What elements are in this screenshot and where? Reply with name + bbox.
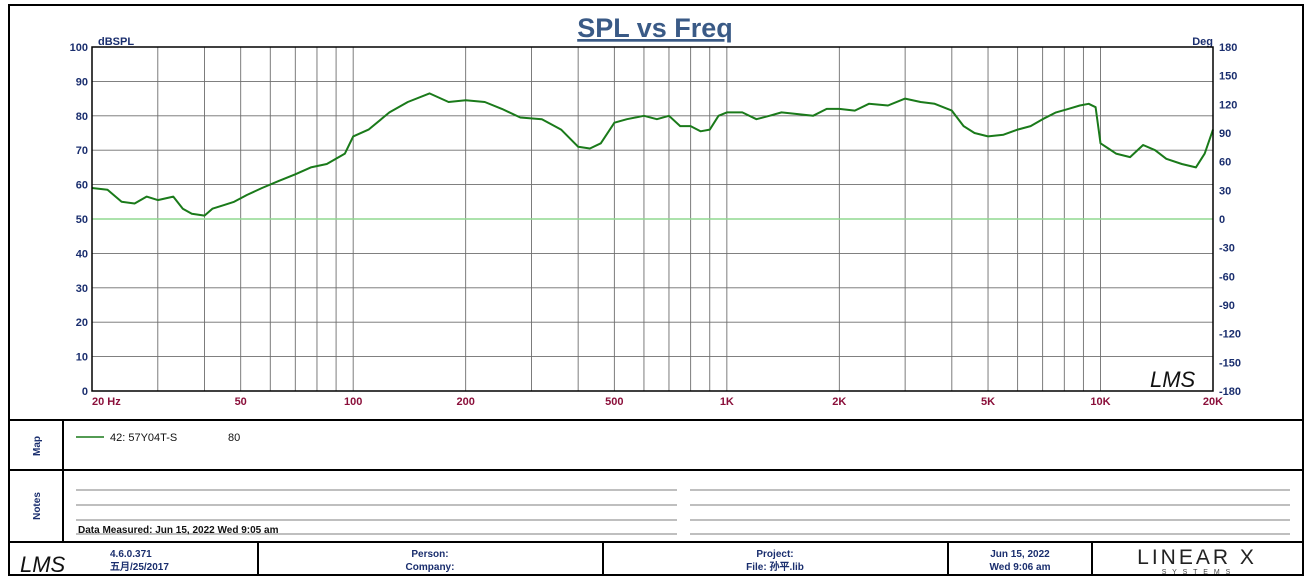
y-tick-label: 90	[76, 76, 88, 88]
footer-brand: LINEAR X	[1137, 546, 1257, 569]
y2-tick-label: -120	[1219, 329, 1241, 341]
footer-version: 4.6.0.371	[110, 549, 152, 560]
map-legend-name: 42: 57Y04T-S	[110, 432, 177, 444]
y-tick-label: 0	[82, 386, 88, 398]
footer-time: Wed 9:06 am	[990, 562, 1051, 573]
x-tick-label: 5K	[981, 396, 995, 408]
chart-title: SPL vs Freq	[577, 13, 733, 43]
y-tick-label: 80	[76, 111, 88, 123]
y2-tick-label: 90	[1219, 128, 1231, 140]
data-measured-text: Data Measured: Jun 15, 2022 Wed 9:05 am	[78, 525, 279, 536]
y2-tick-label: 0	[1219, 214, 1225, 226]
y2-tick-label: 150	[1219, 71, 1237, 83]
footer-version-date: 五月/25/2017	[110, 561, 169, 573]
y-tick-label: 40	[76, 248, 88, 260]
y-tick-label: 10	[76, 352, 88, 364]
x-tick-label: 500	[605, 396, 623, 408]
y-tick-label: 70	[76, 145, 88, 157]
notes-lines	[76, 489, 1290, 535]
footer-person: Person:	[411, 549, 448, 560]
y2-tick-label: -180	[1219, 386, 1241, 398]
footer	[257, 542, 1093, 575]
y2-tick-label: -30	[1219, 243, 1235, 255]
y2-tick-label: -150	[1219, 357, 1241, 369]
y-tick-label: 30	[76, 283, 88, 295]
x-tick-label: 20K	[1203, 396, 1223, 408]
footer-project: Project:	[756, 549, 793, 560]
x-tick-label: 200	[456, 396, 474, 408]
map-legend-value: 80	[228, 432, 240, 444]
x-tick-label: 20 Hz	[92, 396, 121, 408]
y2-tick-label: 30	[1219, 185, 1231, 197]
y2-tick-label: 180	[1219, 42, 1237, 54]
y2-tick-label: 120	[1219, 99, 1237, 111]
footer-date: Jun 15, 2022	[990, 549, 1050, 560]
series-group	[91, 92, 1214, 217]
outer-border	[8, 4, 1304, 576]
y2-tick-labels: -180 -150 -120 -90 -60 -30 0 30 60 90 120 150 180	[1219, 42, 1241, 398]
footer-brand-sub: S Y S T E M S	[1162, 569, 1233, 576]
y-tick-label: 60	[76, 180, 88, 192]
footer-file: File: 孙平.lib	[746, 560, 804, 573]
y-tick-label: 50	[76, 214, 88, 226]
footer-logo: LMS	[20, 552, 66, 576]
x-tick-label: 50	[235, 396, 247, 408]
left-axis-unit: dBSPL	[98, 36, 134, 48]
x-tick-labels: 20 Hz 50 100 200 500 1K 2K 5K 10K 20K	[92, 396, 1223, 408]
plot-area-border	[91, 46, 1214, 392]
lms-watermark: LMS	[1150, 367, 1196, 392]
x-tick-label: 1K	[720, 396, 734, 408]
map-panel-title: Map	[32, 436, 43, 456]
y-tick-label: 20	[76, 317, 88, 329]
y2-tick-label: 60	[1219, 157, 1231, 169]
y-tick-label: 100	[70, 42, 88, 54]
y-tick-labels: 0 10 20 30 40 50 60 70 80 90 100	[70, 42, 88, 398]
x-tick-label: 10K	[1090, 396, 1110, 408]
notes-panel-title: Notes	[32, 492, 43, 520]
series-line	[91, 92, 1214, 217]
x-tick-label: 100	[344, 396, 362, 408]
footer-company: Company:	[406, 562, 455, 573]
right-axis-unit: Deg	[1192, 36, 1213, 48]
x-tick-label: 2K	[832, 396, 846, 408]
y2-tick-label: -90	[1219, 300, 1235, 312]
y2-tick-label: -60	[1219, 271, 1235, 283]
